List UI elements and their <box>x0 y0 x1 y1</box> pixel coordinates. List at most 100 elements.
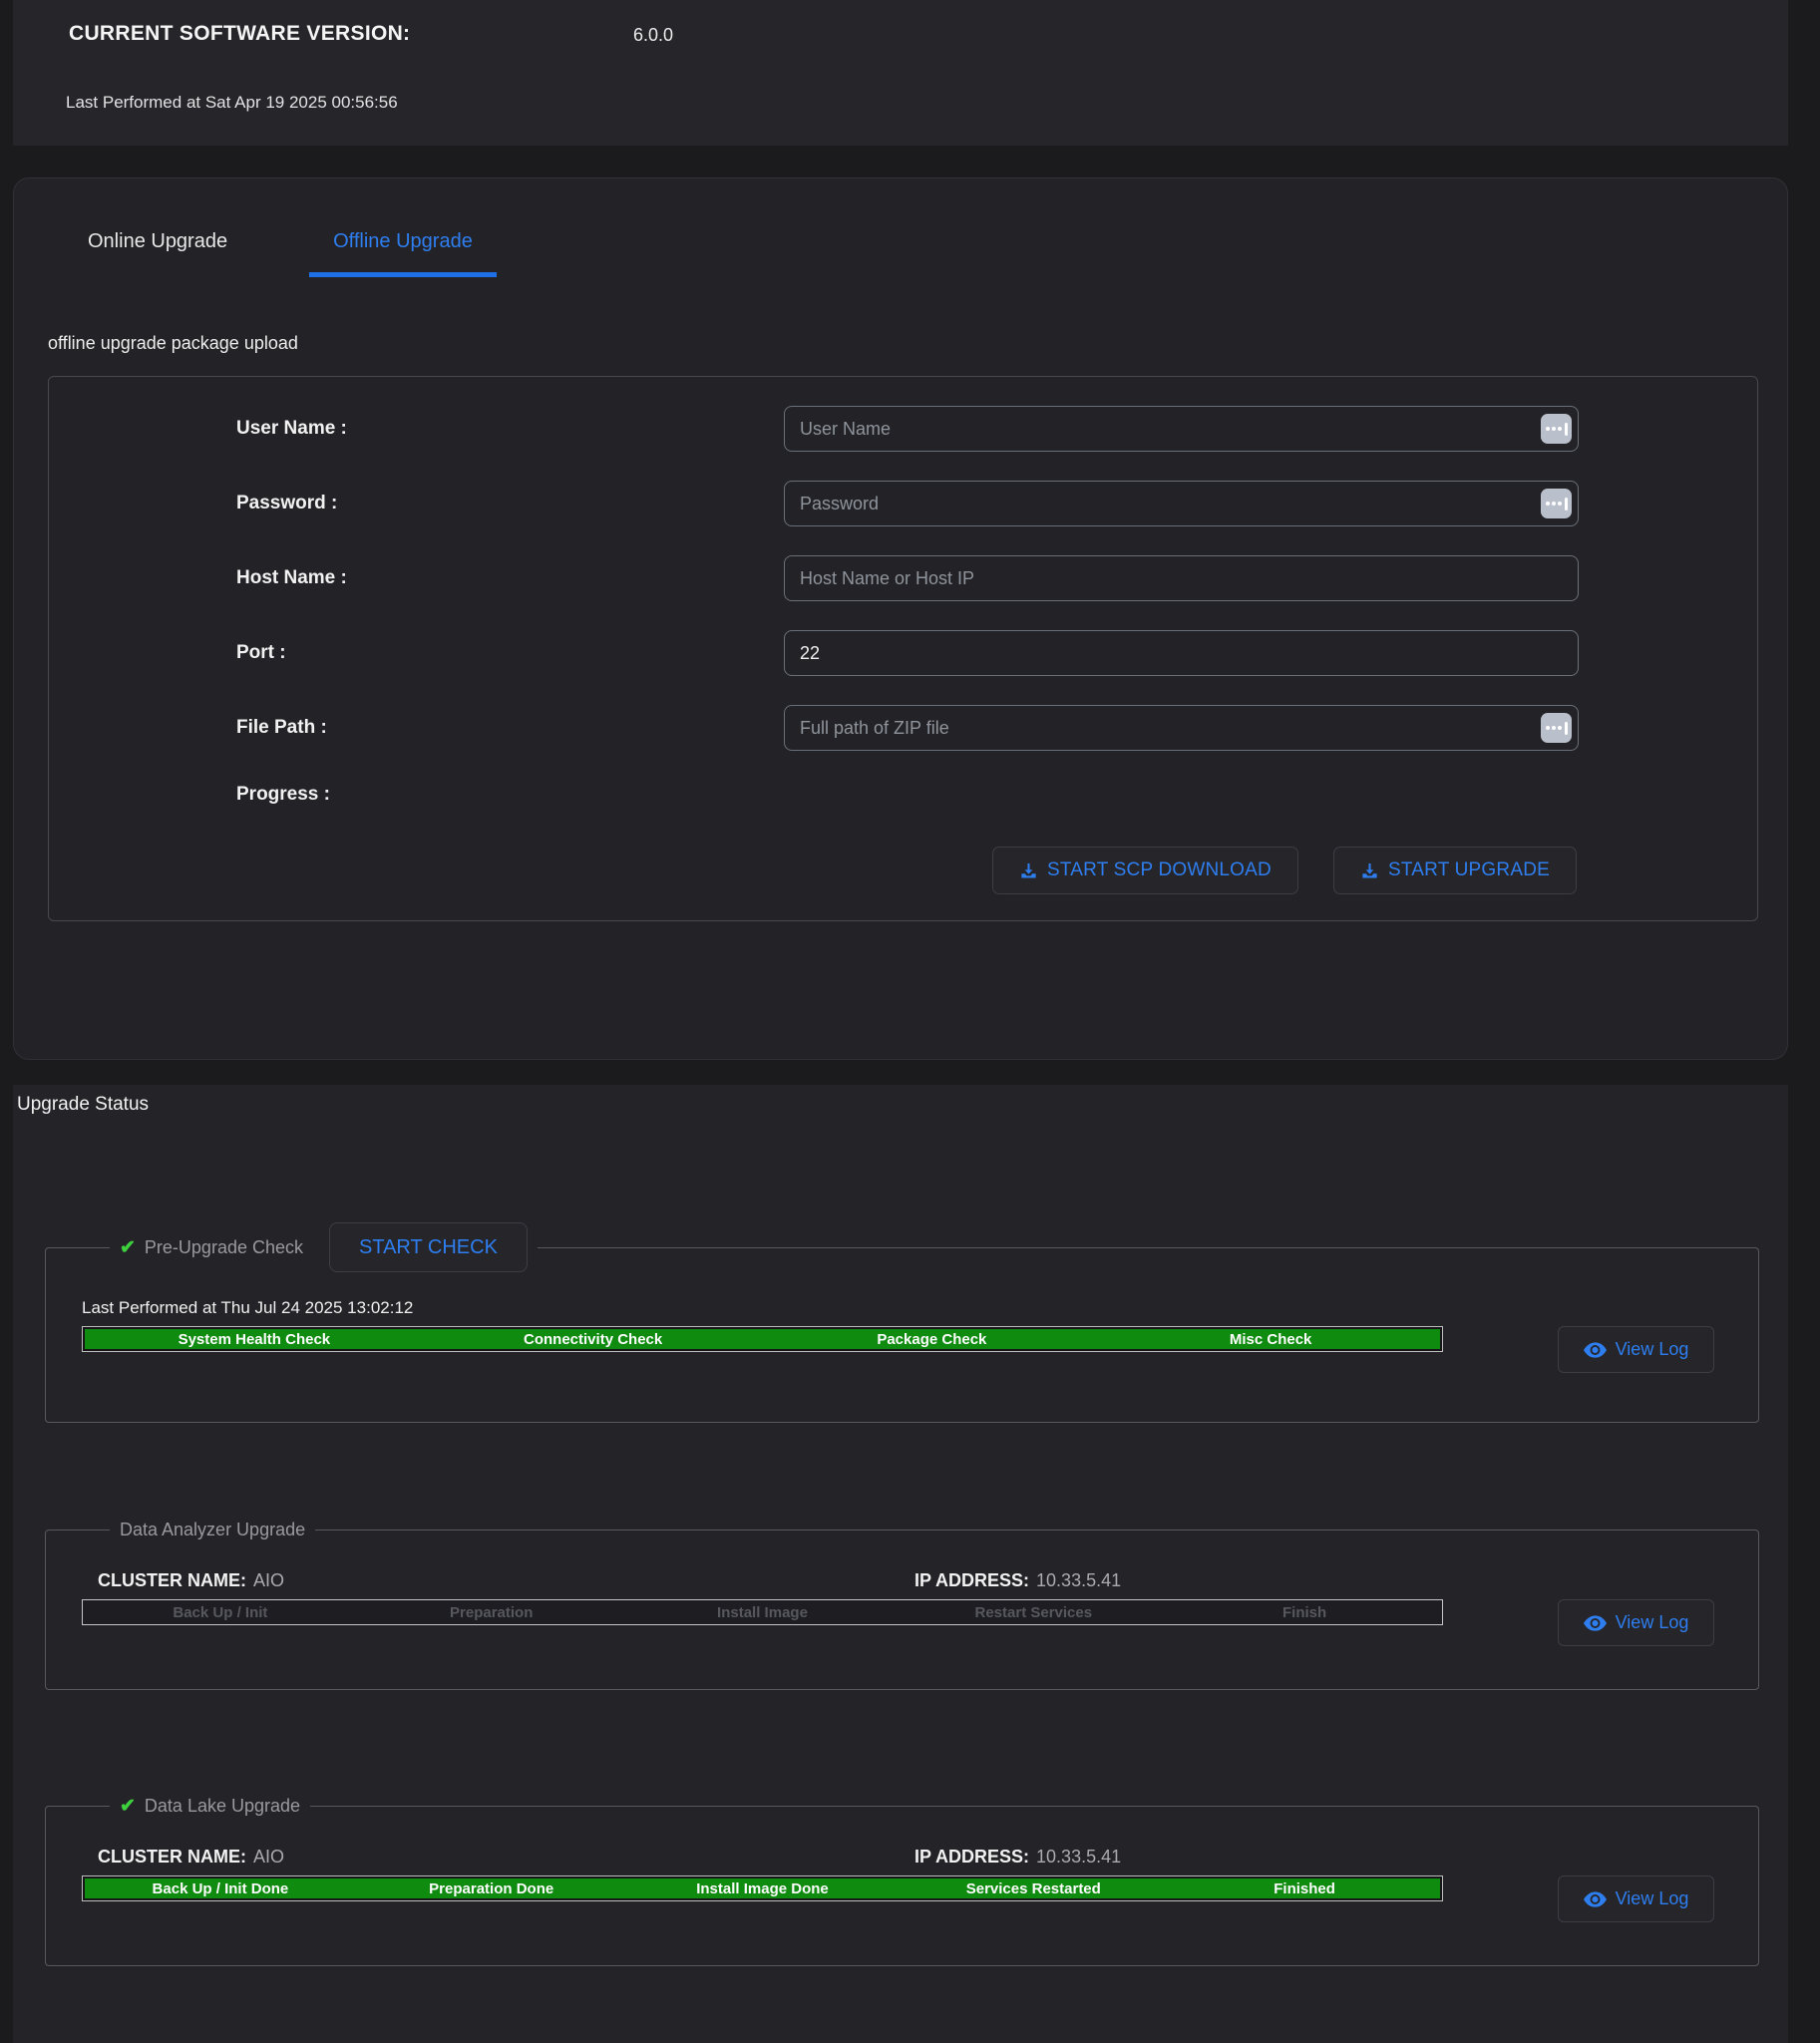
progress-segment: System Health Check <box>178 1330 331 1348</box>
view-log-label: View Log <box>1615 1612 1689 1632</box>
offline-upload-section-title: offline upgrade package upload <box>48 333 298 353</box>
progress-fill: Back Up / Init Done Preparation Done Ins… <box>85 1878 1440 1898</box>
port-label: Port : <box>236 642 286 663</box>
check-icon: ✔ <box>120 1796 136 1817</box>
data-analyzer-bar-row: Back Up / Init Preparation Install Image… <box>82 1599 1714 1646</box>
ip-address-value: 10.33.5.41 <box>1036 1847 1122 1867</box>
pre-check-bar-row: System Health Check Connectivity Check P… <box>82 1326 1714 1373</box>
cluster-name-label: CLUSTER NAME: <box>98 1570 246 1590</box>
file-path-browse-button[interactable] <box>1541 713 1572 743</box>
ellipsis-icon <box>1545 422 1568 436</box>
check-icon: ✔ <box>120 1236 136 1258</box>
pre-check-progress-bar: System Health Check Connectivity Check P… <box>82 1326 1443 1352</box>
cluster-name-label: CLUSTER NAME: <box>98 1847 246 1867</box>
data-lake-progress-bar: Back Up / Init Done Preparation Done Ins… <box>82 1875 1443 1901</box>
ellipsis-icon <box>1545 721 1568 735</box>
ip-address-value: 10.33.5.41 <box>1036 1570 1122 1590</box>
ellipsis-icon <box>1545 497 1568 511</box>
view-log-label: View Log <box>1615 1888 1689 1908</box>
progress-segment: Preparation <box>450 1603 534 1621</box>
password-row: Password : <box>236 481 1757 526</box>
data-lake-legend: ✔ Data Lake Upgrade <box>110 1796 310 1817</box>
progress-segment: Install Image <box>717 1603 808 1621</box>
user-name-input[interactable] <box>784 406 1579 452</box>
ip-address-group: IP ADDRESS: 10.33.5.41 <box>914 1570 1121 1591</box>
user-name-label: User Name : <box>236 418 347 439</box>
cluster-name-value: AIO <box>253 1847 285 1867</box>
host-name-field-wrap <box>784 555 1579 601</box>
form-actions: START SCP DOWNLOAD START UPGRADE <box>992 847 1577 894</box>
upgrade-status-panel: Upgrade Status ✔ Pre-Upgrade Check START… <box>13 1085 1788 2043</box>
progress-segment: Misc Check <box>1229 1330 1312 1348</box>
current-version-panel: CURRENT SOFTWARE VERSION: 6.0.0 Last Per… <box>13 0 1788 146</box>
cluster-name-value: AIO <box>253 1570 285 1590</box>
data-analyzer-label: Data Analyzer Upgrade <box>120 1520 306 1539</box>
progress-segment: Restart Services <box>974 1603 1093 1621</box>
data-analyzer-cluster-row: CLUSTER NAME: AIO IP ADDRESS: 10.33.5.41 <box>98 1570 1714 1591</box>
host-name-row: Host Name : <box>236 555 1757 601</box>
file-path-input[interactable] <box>784 705 1579 751</box>
pre-upgrade-check-label: Pre-Upgrade Check <box>144 1236 303 1257</box>
start-check-button[interactable]: START CHECK <box>329 1222 528 1272</box>
data-analyzer-legend: Data Analyzer Upgrade <box>110 1520 315 1540</box>
file-path-field-wrap <box>784 705 1579 751</box>
download-icon <box>1362 862 1377 877</box>
tab-offline-upgrade[interactable]: Offline Upgrade <box>309 214 497 277</box>
page: CURRENT SOFTWARE VERSION: 6.0.0 Last Per… <box>13 0 1788 2043</box>
data-lake-upgrade-fieldset: ✔ Data Lake Upgrade CLUSTER NAME: AIO IP… <box>45 1796 1759 1966</box>
pre-upgrade-check-fieldset: ✔ Pre-Upgrade Check START CHECK Last Per… <box>45 1222 1759 1423</box>
progress-segment: Back Up / Init Done <box>152 1879 289 1897</box>
user-name-browse-button[interactable] <box>1541 414 1572 444</box>
user-name-row: User Name : <box>236 406 1757 452</box>
progress-segment: Package Check <box>877 1330 987 1348</box>
tab-online-upgrade[interactable]: Online Upgrade <box>88 230 228 252</box>
cluster-name-group: CLUSTER NAME: AIO <box>98 1570 914 1591</box>
host-name-input[interactable] <box>784 555 1579 601</box>
progress-fill: Back Up / Init Preparation Install Image… <box>85 1602 1440 1622</box>
pre-check-last-performed: Last Performed at Thu Jul 24 2025 13:02:… <box>82 1298 414 1317</box>
host-name-label: Host Name : <box>236 567 347 588</box>
start-upgrade-button[interactable]: START UPGRADE <box>1332 847 1577 894</box>
progress-segment: Finish <box>1282 1603 1327 1621</box>
port-input[interactable] <box>784 630 1579 676</box>
start-scp-download-button[interactable]: START SCP DOWNLOAD <box>992 847 1298 894</box>
file-path-label: File Path : <box>236 717 327 738</box>
start-upgrade-label: START UPGRADE <box>1387 859 1550 880</box>
progress-segment: Back Up / Init <box>173 1603 268 1621</box>
data-lake-label: Data Lake Upgrade <box>144 1796 301 1816</box>
data-lake-cluster-row: CLUSTER NAME: AIO IP ADDRESS: 10.33.5.41 <box>98 1847 1714 1868</box>
user-name-field-wrap <box>784 406 1579 452</box>
password-browse-button[interactable] <box>1541 489 1572 518</box>
data-analyzer-view-log-button[interactable]: View Log <box>1558 1599 1714 1646</box>
ip-address-label: IP ADDRESS: <box>914 1847 1030 1867</box>
data-analyzer-upgrade-fieldset: Data Analyzer Upgrade CLUSTER NAME: AIO … <box>45 1520 1759 1690</box>
ip-address-label: IP ADDRESS: <box>914 1570 1030 1590</box>
view-log-label: View Log <box>1615 1339 1689 1359</box>
header-last-performed: Last Performed at Sat Apr 19 2025 00:56:… <box>66 93 398 112</box>
current-version-value: 6.0.0 <box>633 25 674 45</box>
progress-segment: Connectivity Check <box>524 1330 663 1348</box>
cluster-name-group: CLUSTER NAME: AIO <box>98 1847 914 1868</box>
progress-segment: Preparation Done <box>429 1879 554 1897</box>
password-field-wrap <box>784 481 1579 526</box>
pre-check-view-log-button[interactable]: View Log <box>1558 1326 1714 1373</box>
start-scp-download-label: START SCP DOWNLOAD <box>1047 859 1272 880</box>
upgrade-card: Online Upgrade Offline Upgrade offline u… <box>13 177 1788 1060</box>
eye-icon <box>1583 1890 1607 1907</box>
tabs: Online Upgrade Offline Upgrade <box>64 214 1787 277</box>
eye-icon <box>1583 1341 1607 1358</box>
data-analyzer-progress-bar: Back Up / Init Preparation Install Image… <box>82 1599 1443 1625</box>
password-label: Password : <box>236 493 338 513</box>
progress-segment: Install Image Done <box>696 1879 829 1897</box>
progress-fill: System Health Check Connectivity Check P… <box>85 1329 1440 1349</box>
ip-address-group: IP ADDRESS: 10.33.5.41 <box>914 1847 1121 1868</box>
password-input[interactable] <box>784 481 1579 526</box>
progress-segment: Finished <box>1274 1879 1335 1897</box>
port-row: Port : <box>236 630 1757 676</box>
progress-label: Progress : <box>236 784 330 805</box>
download-icon <box>1021 862 1036 877</box>
data-lake-view-log-button[interactable]: View Log <box>1558 1875 1714 1922</box>
pre-upgrade-check-legend: ✔ Pre-Upgrade Check START CHECK <box>110 1222 538 1272</box>
offline-upload-form: User Name : Password : <box>48 376 1758 921</box>
progress-segment: Services Restarted <box>965 1879 1101 1897</box>
